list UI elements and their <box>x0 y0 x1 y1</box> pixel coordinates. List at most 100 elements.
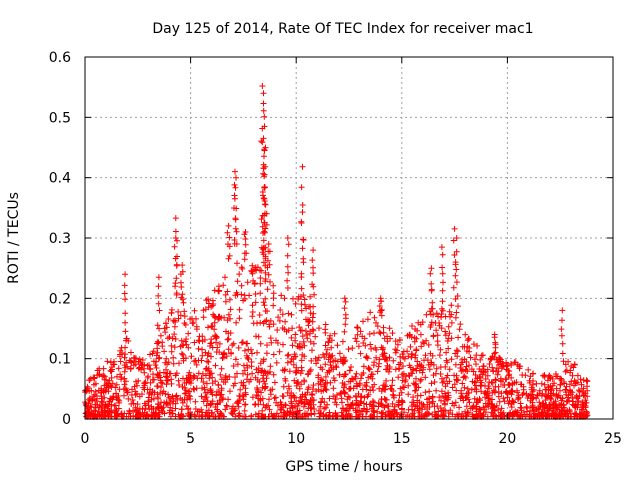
data-point <box>458 368 465 375</box>
data-point <box>303 396 310 403</box>
data-point <box>491 350 498 357</box>
data-point <box>264 342 270 349</box>
data-point <box>154 383 160 390</box>
data-point <box>552 404 559 410</box>
data-point <box>422 374 429 381</box>
data-point <box>307 310 314 317</box>
data-point <box>308 397 315 404</box>
data-point <box>312 333 319 340</box>
data-point <box>459 380 466 387</box>
data-point <box>288 395 295 401</box>
data-point <box>339 357 346 364</box>
data-point <box>155 355 162 362</box>
data-point <box>107 359 114 366</box>
data-point <box>155 283 162 290</box>
data-point <box>474 375 481 382</box>
data-point <box>188 353 195 360</box>
data-point <box>149 376 156 383</box>
data-point <box>194 375 201 382</box>
data-point <box>363 354 370 361</box>
data-point <box>199 333 206 340</box>
data-point <box>160 404 167 411</box>
data-point <box>282 366 288 373</box>
data-point <box>422 389 429 396</box>
data-point <box>148 412 155 419</box>
data-point <box>396 336 403 343</box>
data-point <box>266 396 272 403</box>
data-point <box>377 330 384 337</box>
data-point <box>368 345 375 352</box>
data-point <box>428 265 435 272</box>
data-point <box>389 411 396 418</box>
data-point <box>129 397 136 403</box>
data-point <box>249 302 256 309</box>
data-point <box>209 297 216 304</box>
data-point <box>432 320 439 326</box>
data-point <box>200 379 207 385</box>
data-point <box>381 356 388 363</box>
data-point <box>270 302 277 309</box>
data-point <box>205 296 212 303</box>
data-point <box>457 321 464 328</box>
data-point <box>428 286 435 293</box>
data-point <box>397 385 404 392</box>
data-point <box>341 295 348 302</box>
data-point <box>108 368 115 375</box>
data-point <box>133 355 139 362</box>
data-point <box>360 405 367 412</box>
data-point <box>318 398 325 405</box>
data-point <box>499 411 506 418</box>
data-point <box>139 406 146 413</box>
data-point <box>367 341 374 348</box>
data-point <box>354 382 360 389</box>
data-point <box>263 350 270 357</box>
data-point <box>340 405 347 412</box>
data-point <box>199 352 206 359</box>
data-point <box>519 372 526 378</box>
data-point <box>500 395 507 402</box>
data-point <box>429 393 436 400</box>
data-point <box>513 379 520 386</box>
data-point <box>227 330 234 336</box>
data-point <box>584 383 590 390</box>
data-point <box>278 292 285 299</box>
data-point <box>260 100 267 107</box>
data-point <box>400 354 407 361</box>
data-point <box>498 405 505 412</box>
data-point <box>122 364 129 371</box>
data-point <box>410 394 417 401</box>
data-points <box>82 83 591 420</box>
data-point <box>295 343 302 350</box>
data-point <box>262 163 269 170</box>
data-point <box>313 360 320 367</box>
data-point <box>305 303 312 310</box>
data-point <box>392 366 399 373</box>
data-point <box>104 358 111 365</box>
data-point <box>224 229 231 236</box>
data-point <box>411 387 418 394</box>
data-point <box>449 411 456 418</box>
data-point <box>267 317 274 324</box>
data-point <box>428 305 435 312</box>
data-point <box>322 361 329 368</box>
data-point <box>472 379 479 386</box>
data-point <box>390 357 397 364</box>
data-point <box>300 236 307 243</box>
data-point <box>453 266 460 273</box>
data-point <box>299 202 306 208</box>
data-point <box>225 346 232 353</box>
data-point <box>284 359 291 366</box>
data-point <box>433 365 440 372</box>
data-point <box>126 408 133 415</box>
data-point <box>294 402 301 409</box>
data-point <box>342 298 349 305</box>
data-point <box>259 407 266 414</box>
data-point <box>274 340 281 346</box>
data-point <box>165 335 171 342</box>
data-point <box>242 389 249 396</box>
data-point <box>155 411 162 418</box>
data-point <box>584 393 591 400</box>
data-point <box>472 372 479 378</box>
data-point <box>284 277 291 284</box>
data-point <box>207 401 214 408</box>
